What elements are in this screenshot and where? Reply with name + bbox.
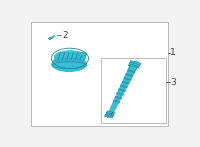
Text: 1: 1 [170,48,176,57]
Bar [101,58,166,123]
Polygon shape [120,85,128,88]
Polygon shape [127,70,135,73]
Polygon shape [49,38,51,40]
Polygon shape [129,66,137,69]
Ellipse shape [54,51,85,64]
Polygon shape [118,89,126,92]
Polygon shape [107,62,139,116]
Text: 4: 4 [103,111,109,120]
Polygon shape [124,77,131,80]
Ellipse shape [52,57,86,71]
Polygon shape [53,35,55,37]
Ellipse shape [77,53,86,56]
Polygon shape [122,81,129,84]
Polygon shape [51,37,53,39]
Polygon shape [48,37,52,40]
Bar [31,22,168,126]
Text: 3: 3 [170,78,176,87]
Polygon shape [134,61,138,64]
Ellipse shape [53,58,85,63]
Polygon shape [105,111,115,118]
Polygon shape [113,100,120,103]
Polygon shape [128,65,137,71]
Polygon shape [115,96,122,99]
Text: 2: 2 [62,31,68,40]
Polygon shape [125,74,133,77]
Polygon shape [117,92,124,95]
Polygon shape [128,61,141,68]
Ellipse shape [52,62,86,69]
